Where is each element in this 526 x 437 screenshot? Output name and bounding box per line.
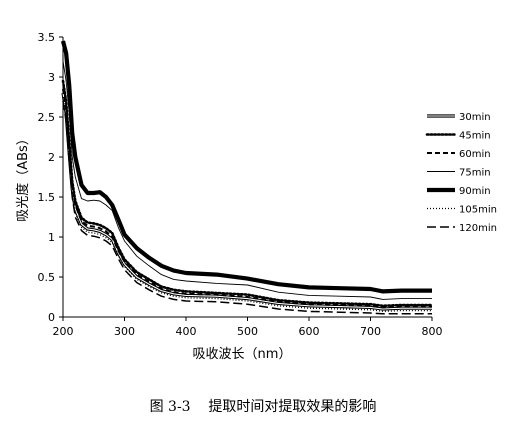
series-line-inner-30min: [62, 92, 432, 310]
series-line-60min: [62, 88, 432, 309]
y-tick-label: 0.5: [38, 271, 56, 284]
x-tick-label: 300: [114, 325, 135, 338]
legend-label: 30min: [459, 112, 491, 123]
x-tick-label: 400: [176, 325, 197, 338]
y-tick-label: 1: [48, 231, 55, 244]
line-chart: 0 0.5 1 1.5 2 2.5 3 3.5 200 300 400 500 600 700 800 吸收波…: [15, 31, 497, 362]
x-tick-label: 600: [299, 325, 320, 338]
legend-item-45min: 45min: [425, 131, 491, 142]
legend-item-30min: 30min: [427, 112, 491, 123]
legend-label: 75min: [459, 168, 491, 179]
y-axis-title: 吸光度（ABs）: [15, 132, 31, 222]
x-tick-label: 800: [422, 325, 443, 338]
series-90min: [60, 40, 432, 294]
y-tick-label: 3.5: [38, 31, 56, 44]
series-45min: [61, 79, 434, 308]
y-tick-label: 3: [48, 71, 55, 84]
legend-item-75min: 75min: [427, 168, 491, 179]
x-axis-title: 吸收波长（nm）: [193, 347, 292, 362]
legend-item-90min: 90min: [427, 186, 491, 197]
y-tick-label: 2: [48, 151, 55, 164]
series-60min: [62, 88, 432, 309]
legend-item-120min: 120min: [427, 223, 497, 234]
y-tick-label: 1.5: [38, 191, 56, 204]
x-tick-label: 700: [360, 325, 381, 338]
series-120min: [62, 100, 432, 315]
series-30min: [61, 92, 432, 311]
series-line-75min: [62, 60, 432, 300]
series-line-90min: [60, 40, 432, 294]
legend-item-60min: 60min: [427, 149, 491, 160]
legend-label: 105min: [459, 205, 497, 216]
series-line-45min: [61, 79, 434, 308]
legend-label: 120min: [459, 223, 497, 234]
legend-item-105min: 105min: [427, 205, 497, 216]
legend-label: 60min: [459, 149, 491, 160]
x-tick-label: 200: [53, 325, 74, 338]
series-75min: [62, 60, 432, 300]
legend-label: 45min: [459, 131, 491, 142]
y-tick-label: 2.5: [38, 111, 56, 124]
series-line-120min: [62, 100, 432, 315]
figure-caption: 图 3-3 提取时间对提取效果的影响: [149, 399, 377, 415]
legend-label: 90min: [459, 186, 491, 197]
y-tick-label: 0: [48, 311, 55, 324]
x-tick-label: 500: [237, 325, 258, 338]
